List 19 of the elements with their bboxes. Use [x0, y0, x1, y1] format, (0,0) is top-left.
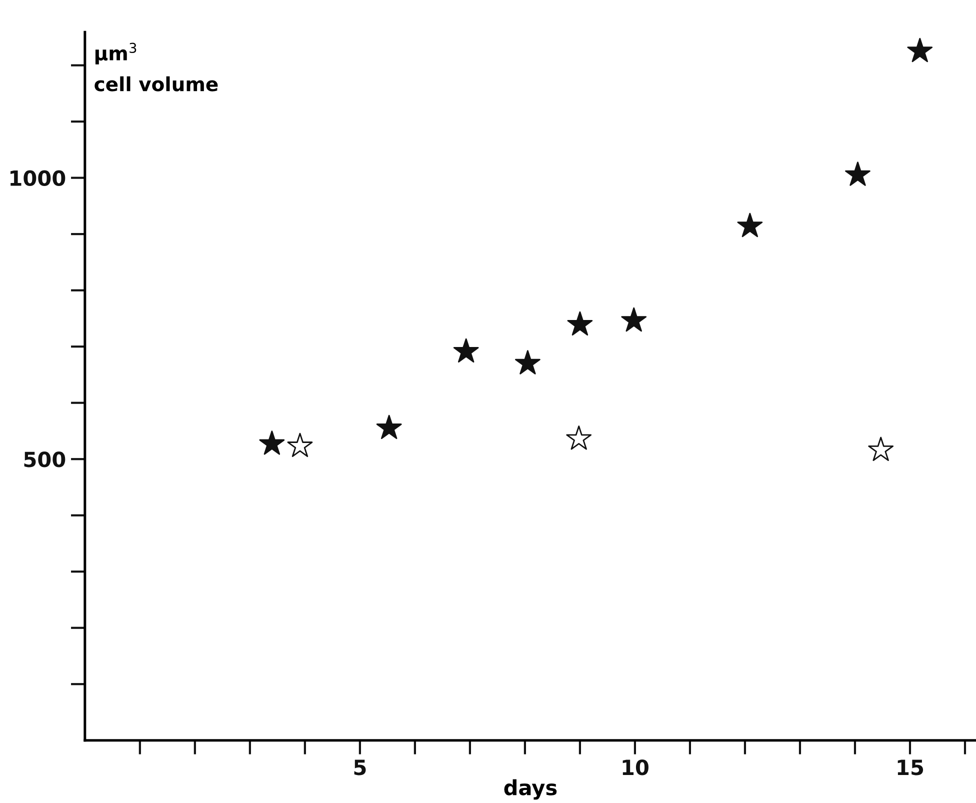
point	[907, 38, 933, 62]
point	[621, 307, 647, 332]
point	[737, 212, 763, 238]
point	[453, 338, 479, 363]
point	[845, 162, 870, 186]
x-axis-title: days	[504, 779, 557, 800]
y-tick-label: 1000	[10, 170, 66, 186]
text: μm$^{3}$ cell volume	[94, 42, 218, 92]
point	[868, 436, 894, 461]
x-tick-label: 15	[898, 760, 924, 776]
point	[515, 350, 540, 374]
point	[287, 432, 313, 458]
point	[566, 426, 592, 450]
x-tick-label: 10	[622, 759, 648, 776]
point	[567, 311, 593, 336]
point	[259, 430, 285, 455]
y-tick-label: 500	[24, 452, 66, 468]
point	[376, 414, 402, 440]
x-tick-label: 5	[354, 760, 366, 776]
